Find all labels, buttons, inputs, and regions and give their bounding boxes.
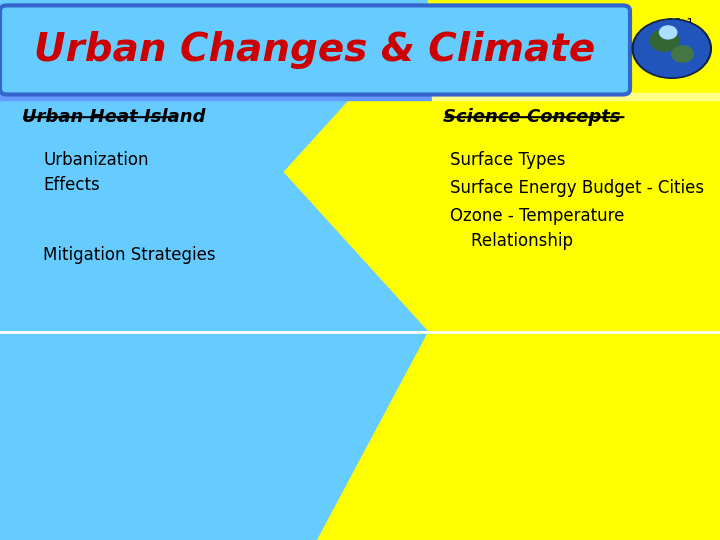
Polygon shape: [284, 14, 428, 330]
FancyBboxPatch shape: [0, 5, 630, 94]
Bar: [432, 93, 720, 100]
Text: Surface Types: Surface Types: [450, 151, 565, 169]
Text: Urban Changes & Climate: Urban Changes & Climate: [35, 31, 595, 69]
Text: 18-1: 18-1: [667, 17, 695, 30]
Text: Science Concepts: Science Concepts: [443, 108, 621, 126]
Circle shape: [632, 19, 711, 78]
Circle shape: [672, 46, 693, 62]
Text: Relationship: Relationship: [450, 232, 573, 250]
Polygon shape: [317, 332, 428, 540]
Text: Mitigation Strategies: Mitigation Strategies: [43, 246, 216, 264]
Text: Surface Energy Budget - Cities: Surface Energy Budget - Cities: [450, 179, 704, 197]
Circle shape: [660, 26, 677, 39]
Bar: [0, 93, 432, 100]
Text: Urbanization
Effects: Urbanization Effects: [43, 151, 149, 194]
Text: Ozone - Temperature: Ozone - Temperature: [450, 207, 624, 225]
Text: Urban Heat Island: Urban Heat Island: [22, 108, 205, 126]
Circle shape: [650, 30, 679, 51]
Bar: [428, 0, 720, 540]
Circle shape: [634, 21, 709, 77]
